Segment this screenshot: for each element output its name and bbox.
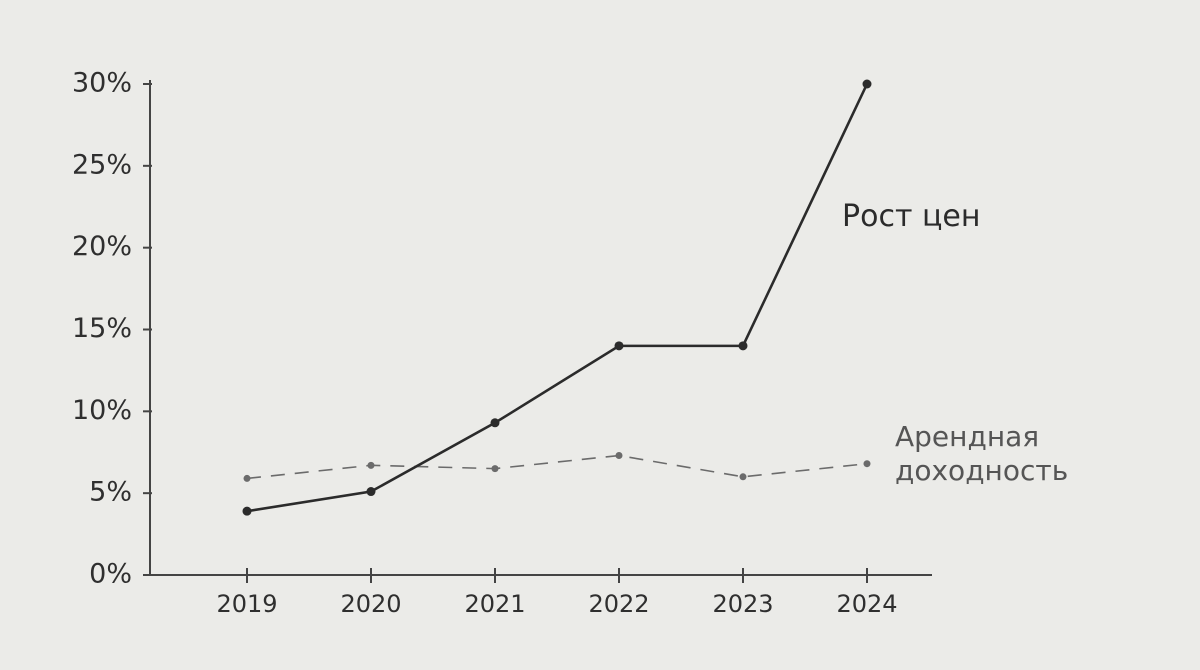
x-tick-label: 2021: [464, 590, 525, 618]
y-tick-label: 10%: [72, 395, 132, 426]
x-tick-label: 2023: [712, 590, 773, 618]
x-tick-label: 2020: [340, 590, 401, 618]
x-tick-label: 2024: [836, 590, 897, 618]
data-point: [242, 506, 252, 516]
x-tick-label: 2019: [216, 590, 277, 618]
data-point: [490, 418, 500, 428]
y-tick-label: 25%: [72, 149, 132, 180]
data-point: [863, 460, 871, 468]
data-point: [862, 79, 872, 89]
data-point: [243, 474, 251, 482]
data-point: [738, 341, 748, 351]
data-point: [739, 473, 747, 481]
data-point: [366, 487, 376, 497]
series-line: [246, 454, 868, 480]
x-tick-label: 2022: [588, 590, 649, 618]
y-tick-label: 20%: [72, 231, 132, 262]
data-point: [614, 341, 624, 351]
data-point: [491, 465, 499, 473]
data-point: [615, 452, 623, 460]
series-label: Арендная доходность: [895, 420, 1069, 487]
y-tick-label: 30%: [72, 68, 132, 99]
series-label: Рост цен: [842, 199, 981, 234]
y-tick-label: 5%: [89, 477, 132, 508]
y-tick-label: 0%: [89, 559, 132, 590]
series-line: [246, 83, 869, 513]
data-point: [367, 461, 375, 469]
y-tick-label: 15%: [72, 313, 132, 344]
